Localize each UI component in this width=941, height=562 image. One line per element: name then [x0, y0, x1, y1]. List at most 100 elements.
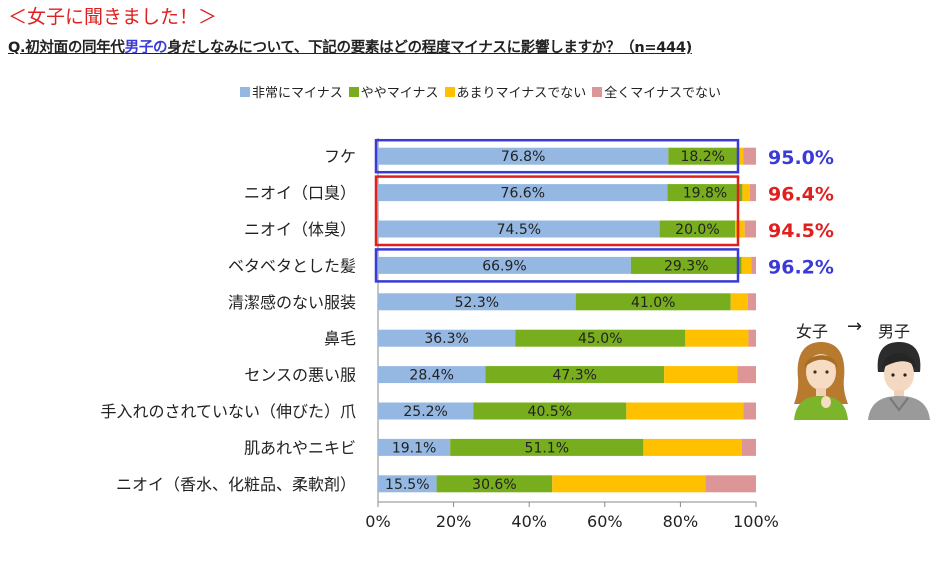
- bar-segment: [436, 475, 553, 493]
- male-face: [884, 356, 914, 392]
- bar-segment: [685, 329, 749, 347]
- category-label: ベタベタとした髪: [228, 256, 356, 275]
- female-body: [794, 396, 848, 420]
- bar-segment: [626, 402, 744, 420]
- male-avatar: [868, 342, 930, 420]
- x-tick-label: 60%: [587, 512, 623, 531]
- header-title: ＜女子に聞きました！＞: [8, 6, 218, 28]
- data-label: 19.1%: [392, 440, 436, 456]
- bar-segment: [659, 220, 736, 238]
- male-collar: [889, 397, 909, 412]
- category-label: フケ: [324, 147, 356, 166]
- bar-segment: [378, 438, 451, 456]
- data-label: 76.6%: [501, 186, 545, 202]
- legend-swatch: [444, 86, 455, 97]
- bar-segment: [749, 184, 756, 202]
- bar-segment: [378, 366, 486, 384]
- data-label: 52.3%: [455, 295, 499, 311]
- highlight-box: [374, 175, 740, 247]
- data-label: 15.5%: [385, 477, 429, 493]
- bar-segment: [485, 366, 665, 384]
- bar-segment: [742, 184, 750, 202]
- x-tick-label: 20%: [436, 512, 472, 531]
- total-percentage-label: 96.2%: [768, 256, 834, 278]
- data-label: 30.6%: [472, 477, 516, 493]
- data-label: 74.5%: [497, 222, 541, 238]
- bar-segment: [378, 475, 437, 493]
- bar-segment: [473, 402, 627, 420]
- highlight-box: [374, 138, 740, 174]
- bar-segment: [378, 402, 474, 420]
- bar-segment: [747, 293, 756, 311]
- bar-segment: [668, 147, 738, 165]
- bar-segment: [735, 220, 745, 238]
- female-bangs: [804, 355, 838, 368]
- legend-swatch: [348, 86, 359, 97]
- category-label: ニオイ（香水、化粧品、柔軟剤）: [116, 475, 356, 494]
- x-tick-label: 40%: [511, 512, 547, 531]
- bar-segment: [378, 220, 660, 238]
- data-label: 19.8%: [683, 186, 727, 202]
- arrow-icon: →: [847, 316, 863, 337]
- bar-segment: [378, 329, 516, 347]
- data-label: 76.8%: [501, 149, 545, 165]
- category-label: ニオイ（体臭）: [244, 220, 356, 239]
- bar-segment: [743, 147, 756, 165]
- category-label: ニオイ（口臭）: [244, 184, 356, 203]
- bar-segment: [552, 475, 706, 493]
- question-prefix: Q.初対面の同年代: [8, 40, 125, 56]
- bar-segment: [705, 475, 756, 493]
- legend-label: 非常にマイナス: [252, 86, 343, 101]
- data-label: 40.5%: [528, 404, 572, 420]
- legend-item-not-very-negative: あまりマイナスでない: [444, 82, 586, 101]
- highlight-box: [374, 248, 740, 283]
- bar-segment: [515, 329, 686, 347]
- persona-female-label: 女子: [796, 322, 829, 341]
- female-avatar: [794, 342, 848, 420]
- female-eye: [825, 370, 829, 374]
- bar-segment: [630, 256, 742, 274]
- category-label: センスの悪い服: [244, 366, 356, 385]
- data-label: 29.3%: [664, 258, 708, 274]
- data-label: 41.0%: [631, 295, 675, 311]
- male-body: [868, 396, 930, 420]
- data-label: 25.2%: [403, 404, 447, 420]
- data-label: 18.2%: [680, 149, 724, 165]
- x-tick-label: 0%: [365, 512, 390, 531]
- bar-segment: [741, 438, 756, 456]
- bar-segment: [667, 184, 743, 202]
- legend-swatch: [592, 86, 603, 97]
- bar-segment: [378, 147, 669, 165]
- question-suffix: 身だしなみについて、下記の要素はどの程度マイナスに影響しますか？（n=444): [167, 40, 692, 56]
- female-face: [806, 354, 836, 390]
- legend-label: ややマイナス: [360, 86, 439, 101]
- total-percentage-label: 96.4%: [768, 184, 834, 206]
- legend-label: 全くマイナスでない: [604, 86, 721, 101]
- x-tick-label: 80%: [663, 512, 699, 531]
- total-percentage-label: 95.0%: [768, 147, 834, 169]
- bar-segment: [741, 256, 752, 274]
- data-label: 20.0%: [675, 222, 719, 238]
- data-label: 45.0%: [578, 331, 622, 347]
- bar-segment: [664, 366, 738, 384]
- bar-segment: [737, 366, 756, 384]
- bar-segment: [737, 147, 744, 165]
- data-label: 28.4%: [409, 368, 453, 384]
- bar-segment: [643, 438, 742, 456]
- persona-male-label: 男子: [878, 322, 911, 341]
- bar-segment: [751, 256, 756, 274]
- male-eye: [891, 373, 895, 377]
- x-tick-label: 100%: [733, 512, 779, 531]
- male-bangs: [882, 353, 916, 368]
- bar-segment: [744, 220, 756, 238]
- male-neck: [894, 390, 904, 397]
- male-eye: [903, 373, 907, 377]
- female-neck: [816, 388, 826, 396]
- bar-segment: [378, 256, 631, 274]
- female-eye: [813, 370, 817, 374]
- legend-item-very-negative: 非常にマイナス: [240, 82, 343, 101]
- category-label: 肌あれやニキビ: [244, 438, 356, 457]
- data-label: 51.1%: [525, 440, 569, 456]
- total-percentage-label: 94.5%: [768, 220, 834, 242]
- legend-item-somewhat-negative: ややマイナス: [348, 82, 439, 101]
